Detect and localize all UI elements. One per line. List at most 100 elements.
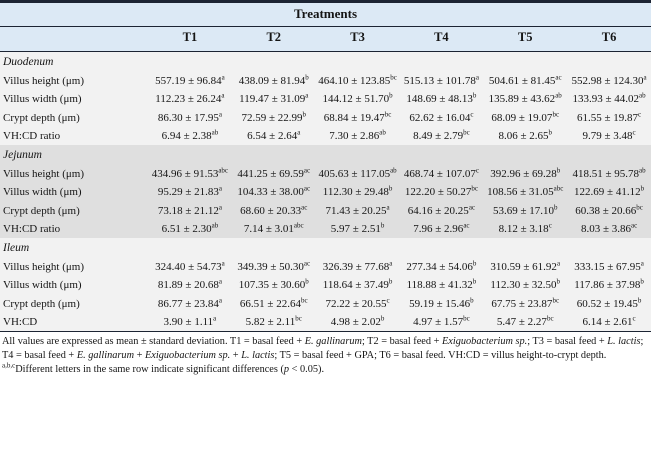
value-cell: 148.69 ± 48.13b [406,91,477,106]
value-cell: 72.22 ± 20.55c [325,296,390,310]
footnotes: All values are expressed as mean ± stand… [0,332,651,381]
significance-superscript: c [638,109,642,118]
value-cell: 68.84 ± 19.47bc [323,109,392,124]
value-cell: 66.51 ± 22.64bc [239,296,308,310]
value-cell: 64.16 ± 20.25ac [407,203,476,217]
significance-superscript: ac [468,203,476,211]
value-cell: 349.39 ± 50.30ac [237,259,311,274]
table-title: Treatments [0,0,651,27]
section-label: Duodenum [3,56,54,68]
significance-superscript: bc [552,296,560,305]
significance-superscript: c [475,166,479,175]
value-cell: 59.19 ± 15.46b [409,296,474,310]
significance-superscript: b [472,277,477,286]
value-cell: 112.30 ± 32.50b [490,277,561,292]
value-cell: 107.35 ± 30.60b [238,277,309,292]
significance-superscript: b [380,314,385,323]
table-row: Villus height (μm) 324.40 ± 54.73a 349.39 … [0,258,651,277]
row-label: VH:CD [3,316,38,329]
value-cell: 8.06 ± 2.65b [498,128,553,142]
significance-superscript: c [386,296,390,305]
significance-superscript: bc [552,109,560,118]
value-cell: 8.49 ± 2.79bc [413,128,470,142]
value-cell: 8.12 ± 3.18c [498,221,552,235]
value-cell: 515.13 ± 101.78a [403,73,479,87]
value-cell: 434.96 ± 91.53abc [151,166,229,181]
row-label: Villus width (μm) [3,279,82,292]
value-cell: 7.96 ± 2.96ac [413,221,470,235]
significance-superscript: b [640,184,645,193]
value-cell: 108.56 ± 31.05abc [487,184,564,199]
treatments-table: Treatments T1 T2 T3 T4 T5 T6 Duodenum Villus h… [0,0,651,332]
value-cell: 6.51 ± 2.30ab [161,221,219,235]
column-header-row: T1 T2 T3 T4 T5 T6 [0,26,651,52]
corner-empty-cell [0,26,148,52]
value-cell: 53.69 ± 17.10b [492,203,558,217]
value-cell: 557.19 ± 96.84a [155,73,225,87]
row-label: Villus width (μm) [3,186,82,199]
significance-superscript: a [643,73,647,82]
value-cell: 324.40 ± 54.73a [155,259,225,274]
table-row: Crypt depth (μm) 86.77 ± 23.84a 66.51 ± 22… [0,294,651,314]
value-cell: 119.47 ± 31.09a [239,91,309,106]
value-cell: 67.75 ± 23.87bc [491,296,560,310]
value-cell: 144.12 ± 51.70b [322,91,393,106]
significance-superscript: a [556,259,561,268]
value-cell: 277.34 ± 54.06b [406,259,477,274]
value-cell: 60.52 ± 19.45b [576,296,642,310]
significance-superscript: b [548,128,553,137]
value-cell: 60.38 ± 20.66bc [575,203,643,217]
value-cell: 468.74 ± 107.07c [403,166,479,181]
table-row: Villus width (μm) 81.89 ± 20.68a 107.35 ± … [0,276,651,295]
value-cell: 72.59 ± 22.99b [241,109,307,124]
value-cell: 5.82 ± 2.11bc [245,314,302,329]
significance-superscript: b [554,203,558,211]
value-cell: 122.69 ± 41.12b [574,184,645,199]
row-label: VH:CD ratio [3,129,61,142]
significance-superscript: a [218,203,222,211]
section-row-duodenum: Duodenum [0,51,651,72]
value-cell: 73.18 ± 21.12a [157,203,222,217]
column-header-t6: T6 [567,26,651,52]
significance-superscript: b [472,259,477,268]
significance-superscript: bc [471,184,478,193]
significance-superscript: a [640,259,644,268]
value-cell: 552.98 ± 124.30a [571,73,647,87]
section-row-ileum: Ileum [0,238,651,259]
value-cell: 6.54 ± 2.64a [247,128,301,142]
significance-superscript: b [302,109,307,118]
significance-superscript: a [213,314,217,323]
significance-superscript: c [470,109,474,118]
value-cell: 8.03 ± 3.86ac [580,221,638,235]
significance-superscript: a [221,91,225,100]
significance-superscript: abc [553,184,564,193]
significance-superscript: b [470,296,474,305]
table-row: Villus height (μm) 434.96 ± 91.53abc 441.2… [0,165,651,184]
significance-superscript: ac [301,203,308,211]
value-cell: 135.89 ± 43.62ab [488,91,562,106]
row-label: Crypt depth (μm) [3,297,80,310]
value-cell: 81.89 ± 20.68a [157,277,222,292]
value-cell: 62.62 ± 16.04c [409,109,474,124]
value-cell: 112.23 ± 26.24a [155,91,225,106]
value-cell: 6.14 ± 2.61c [582,314,636,329]
value-cell: 3.90 ± 1.11a [163,314,217,329]
value-cell: 326.39 ± 77.68a [322,259,393,274]
column-header-t4: T4 [399,26,484,52]
significance-superscript: b [305,277,309,286]
significance-superscript: ac [303,166,311,175]
significance-superscript: a [218,184,222,193]
value-cell: 333.15 ± 67.95a [574,259,644,274]
table-row: Villus height (μm) 557.19 ± 96.84a 438.09 … [0,71,651,91]
significance-superscript: b [388,184,393,193]
table-row: Villus width (μm) 112.23 ± 26.24a 119.47 ±… [0,90,651,109]
significance-superscript: bc [636,203,643,211]
value-cell: 5.97 ± 2.51b [330,221,385,235]
significance-superscript: b [556,166,561,175]
section-row-jejunum: Jejunum [0,145,651,166]
significance-superscript: b [389,91,393,100]
significance-superscript: b [472,91,477,100]
significance-superscript: ab [639,166,646,175]
value-cell: 418.51 ± 95.78ab [572,166,646,181]
significance-superscript: ac [303,184,311,193]
